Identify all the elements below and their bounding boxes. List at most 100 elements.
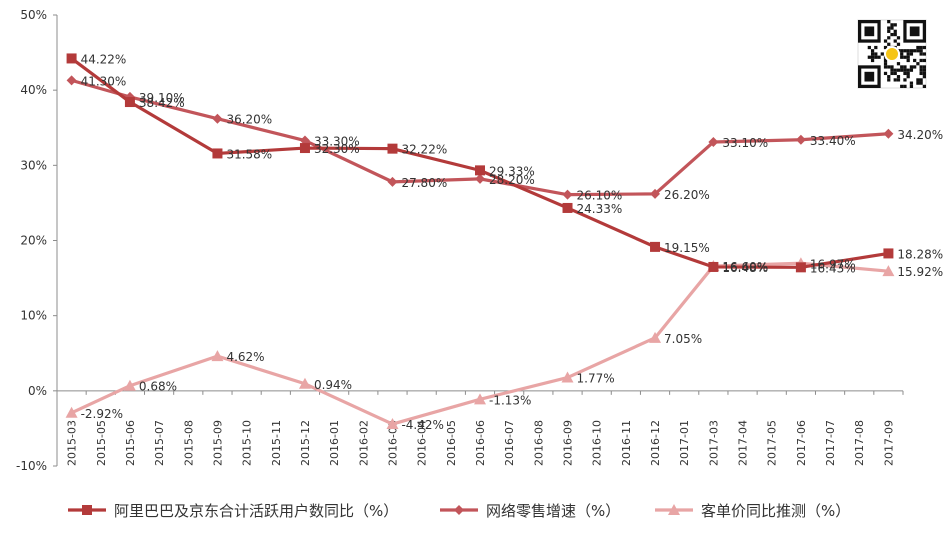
series-3 bbox=[65, 257, 895, 430]
qr-module bbox=[890, 26, 894, 30]
y-tick-label: 10% bbox=[20, 309, 47, 323]
qr-module bbox=[887, 26, 891, 30]
qr-module bbox=[870, 52, 875, 56]
x-tick-label: 2016-08 bbox=[532, 420, 545, 466]
x-tick-label: 2016-11 bbox=[620, 420, 633, 466]
qr-module bbox=[919, 45, 923, 50]
qr-module bbox=[890, 65, 894, 69]
data-point-square bbox=[299, 143, 310, 154]
qr-module bbox=[893, 29, 897, 33]
qr-module bbox=[893, 39, 897, 43]
qr-module bbox=[893, 23, 897, 27]
legend-label: 客单价同比推测（%） bbox=[701, 502, 850, 520]
qr-module bbox=[909, 49, 914, 53]
x-tick-label: 2017-06 bbox=[795, 420, 808, 466]
qr-module bbox=[916, 78, 920, 82]
qr-finder-core bbox=[864, 71, 875, 82]
x-tick-label: 2017-04 bbox=[737, 420, 750, 466]
data-label: 29.33% bbox=[489, 164, 535, 178]
qr-module bbox=[919, 65, 923, 69]
series-lines bbox=[65, 53, 895, 430]
x-tick-label: 2015-11 bbox=[270, 420, 283, 466]
data-label: 31.58% bbox=[226, 147, 272, 161]
qr-module bbox=[919, 58, 923, 63]
qr-module bbox=[900, 55, 904, 59]
data-label: -4.42% bbox=[401, 418, 443, 432]
qr-module bbox=[887, 36, 891, 40]
qr-module bbox=[906, 75, 910, 79]
qr-module bbox=[867, 55, 871, 59]
data-label: 16.48% bbox=[722, 261, 768, 275]
qr-module bbox=[916, 62, 920, 66]
qr-module bbox=[922, 68, 926, 72]
qr-finder-core bbox=[864, 26, 875, 37]
qr-module bbox=[903, 68, 907, 72]
x-tick-label: 2016-12 bbox=[649, 420, 662, 466]
data-point-square bbox=[883, 248, 894, 259]
x-tick-label: 2017-05 bbox=[766, 420, 779, 466]
data-label: 38.42% bbox=[139, 96, 185, 110]
x-tick-label: 2016-01 bbox=[328, 420, 341, 466]
qr-module bbox=[883, 45, 888, 50]
x-tick-label: 2015-08 bbox=[182, 420, 195, 466]
x-tick-label: 2016-07 bbox=[503, 420, 516, 466]
qr-module bbox=[909, 52, 914, 56]
qr-module bbox=[906, 49, 910, 53]
data-point-triangle bbox=[668, 504, 680, 515]
data-point-square bbox=[124, 97, 135, 108]
x-tick-label: 2015-10 bbox=[241, 420, 254, 466]
x-tick-label: 2017-07 bbox=[824, 420, 837, 466]
data-point-diamond bbox=[66, 75, 77, 86]
qr-module bbox=[916, 49, 920, 53]
qr-module bbox=[909, 68, 914, 72]
data-label: 33.40% bbox=[810, 134, 856, 148]
data-label: 4.62% bbox=[226, 350, 264, 364]
data-label: 16.97% bbox=[810, 257, 856, 271]
data-label: 0.68% bbox=[139, 380, 177, 394]
x-tick-label: 2016-06 bbox=[474, 420, 487, 466]
data-label: 26.10% bbox=[577, 189, 623, 203]
x-tick-label: 2016-10 bbox=[591, 420, 604, 466]
qr-module bbox=[896, 62, 901, 66]
qr-code-icon bbox=[857, 19, 927, 89]
legend-label: 网络零售增速（%） bbox=[486, 502, 620, 520]
qr-module bbox=[883, 71, 888, 76]
qr-module bbox=[913, 65, 917, 69]
qr-module bbox=[909, 81, 914, 85]
qr-module bbox=[874, 52, 878, 56]
qr-module bbox=[887, 65, 891, 69]
qr-module bbox=[900, 65, 904, 69]
series-line bbox=[69, 56, 891, 269]
qr-module bbox=[919, 49, 923, 53]
data-labels: 44.22% 38.42% 31.58% 32.30% 32.22% 29.33% 24.3… bbox=[81, 52, 944, 432]
data-point-diamond bbox=[650, 188, 661, 199]
data-label: 16.60% bbox=[722, 260, 768, 274]
qr-module bbox=[887, 75, 891, 79]
qr-module bbox=[870, 49, 875, 53]
x-tick-label: 2017-09 bbox=[882, 420, 895, 466]
x-tick-label: 2017-01 bbox=[678, 420, 691, 466]
qr-module bbox=[887, 29, 891, 33]
qr-module bbox=[896, 78, 901, 82]
data-point-triangle bbox=[211, 350, 224, 362]
data-point-triangle bbox=[65, 406, 78, 418]
data-label: 18.28% bbox=[897, 247, 943, 261]
axes: -10% 0% 10% 20% 30% 40% 50% 2015-03 2015-05 2015-… bbox=[16, 8, 904, 473]
x-tick-label: 2016-05 bbox=[445, 420, 458, 466]
qr-module bbox=[900, 49, 904, 53]
qr-module bbox=[906, 52, 910, 56]
data-point-square bbox=[212, 148, 223, 159]
data-label: 41.30% bbox=[81, 74, 127, 88]
qr-module bbox=[913, 58, 917, 63]
x-tick-label: 2017-03 bbox=[707, 420, 720, 466]
qr-module bbox=[922, 65, 926, 69]
qr-module bbox=[919, 78, 923, 82]
y-tick-label: 50% bbox=[20, 8, 47, 22]
qr-module bbox=[883, 58, 888, 63]
data-label: 34.20% bbox=[897, 128, 943, 142]
qr-module bbox=[874, 55, 878, 59]
y-tick-label: 30% bbox=[20, 158, 47, 172]
y-tick-label: 40% bbox=[20, 83, 47, 97]
qr-module bbox=[906, 58, 910, 63]
